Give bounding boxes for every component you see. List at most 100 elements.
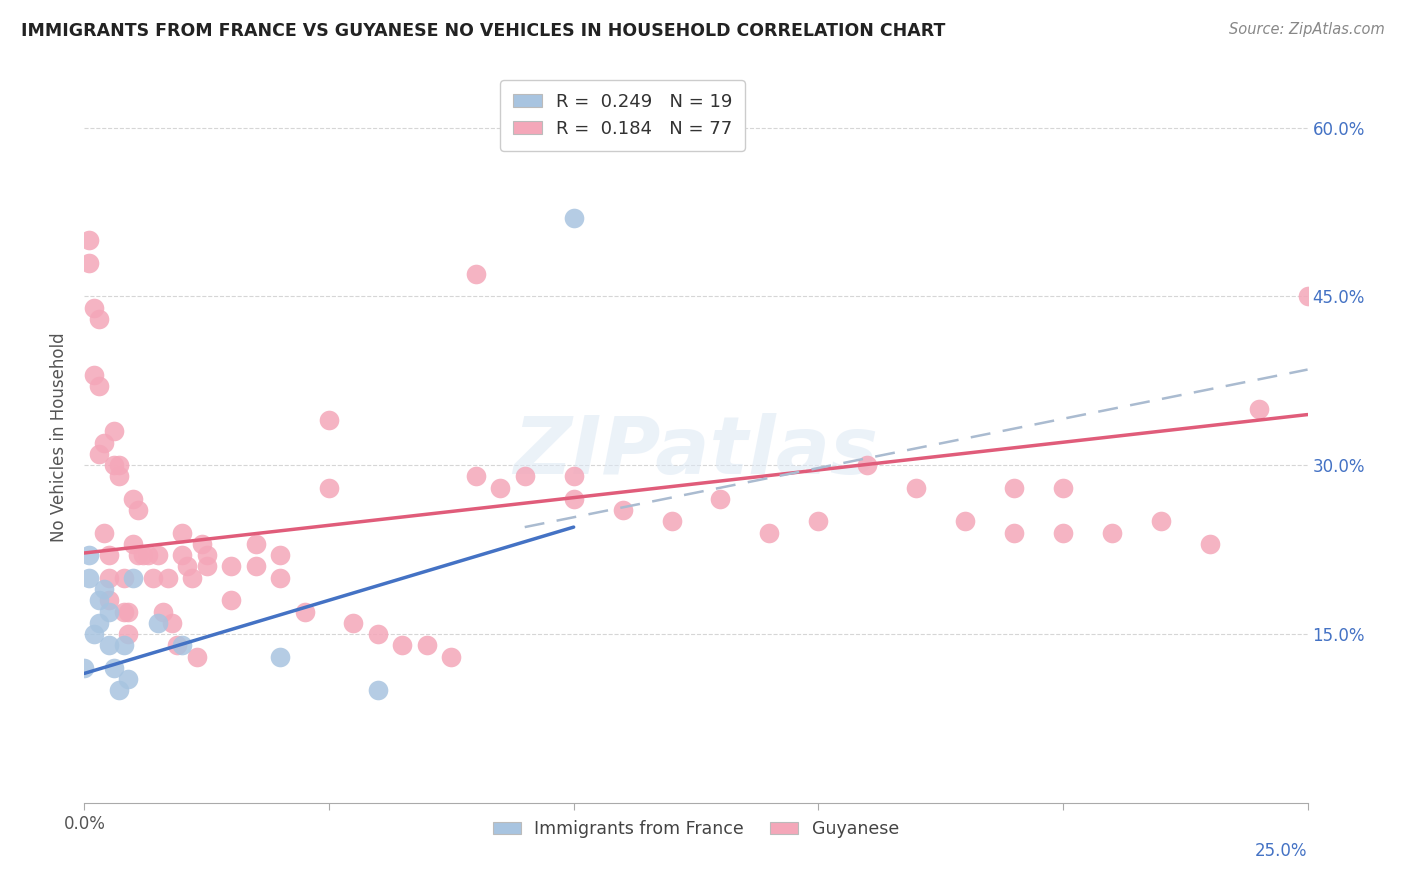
Point xyxy=(709,491,731,506)
Point xyxy=(186,649,208,664)
Point xyxy=(1150,515,1173,529)
Point xyxy=(122,571,145,585)
Point xyxy=(73,661,96,675)
Point xyxy=(1052,525,1074,540)
Point xyxy=(122,491,145,506)
Point xyxy=(166,638,188,652)
Point xyxy=(294,605,316,619)
Point xyxy=(318,413,340,427)
Point xyxy=(1101,525,1123,540)
Point xyxy=(1296,289,1319,303)
Point xyxy=(219,593,242,607)
Point xyxy=(156,571,179,585)
Point xyxy=(93,582,115,596)
Point xyxy=(318,481,340,495)
Point xyxy=(807,515,830,529)
Point xyxy=(172,548,194,562)
Point xyxy=(440,649,463,664)
Point xyxy=(391,638,413,652)
Point xyxy=(103,425,125,439)
Point xyxy=(146,615,169,630)
Point xyxy=(97,571,120,585)
Point xyxy=(77,233,100,247)
Text: Source: ZipAtlas.com: Source: ZipAtlas.com xyxy=(1229,22,1385,37)
Point xyxy=(103,458,125,473)
Point xyxy=(367,683,389,698)
Point xyxy=(107,458,129,473)
Point xyxy=(117,605,139,619)
Point xyxy=(245,559,267,574)
Point xyxy=(117,627,139,641)
Point xyxy=(245,537,267,551)
Point xyxy=(152,605,174,619)
Point xyxy=(87,593,110,607)
Point xyxy=(953,515,976,529)
Point xyxy=(83,368,105,383)
Point xyxy=(93,435,115,450)
Point xyxy=(117,672,139,686)
Point xyxy=(416,638,439,652)
Point xyxy=(513,469,536,483)
Point xyxy=(93,525,115,540)
Point xyxy=(191,537,214,551)
Text: ZIPatlas: ZIPatlas xyxy=(513,413,879,491)
Point xyxy=(172,525,194,540)
Point xyxy=(562,211,585,225)
Text: 25.0%: 25.0% xyxy=(1256,842,1308,860)
Point xyxy=(1002,481,1025,495)
Point xyxy=(181,571,204,585)
Point xyxy=(107,683,129,698)
Point xyxy=(142,571,165,585)
Point xyxy=(97,548,120,562)
Point xyxy=(87,312,110,326)
Legend: Immigrants from France, Guyanese: Immigrants from France, Guyanese xyxy=(486,814,905,846)
Point xyxy=(1002,525,1025,540)
Point xyxy=(195,548,218,562)
Point xyxy=(112,638,135,652)
Point xyxy=(77,571,100,585)
Point xyxy=(103,661,125,675)
Point xyxy=(136,548,159,562)
Point xyxy=(83,627,105,641)
Point xyxy=(107,469,129,483)
Point xyxy=(87,447,110,461)
Point xyxy=(87,615,110,630)
Point xyxy=(562,469,585,483)
Point xyxy=(219,559,242,574)
Point xyxy=(127,503,149,517)
Point xyxy=(562,491,585,506)
Point xyxy=(269,649,291,664)
Point xyxy=(112,605,135,619)
Point xyxy=(1247,401,1270,416)
Point xyxy=(77,255,100,269)
Point xyxy=(97,593,120,607)
Point xyxy=(146,548,169,562)
Point xyxy=(856,458,879,473)
Point xyxy=(162,615,184,630)
Point xyxy=(132,548,155,562)
Point xyxy=(342,615,364,630)
Point xyxy=(87,379,110,393)
Point xyxy=(464,267,486,281)
Point xyxy=(661,515,683,529)
Text: IMMIGRANTS FROM FRANCE VS GUYANESE NO VEHICLES IN HOUSEHOLD CORRELATION CHART: IMMIGRANTS FROM FRANCE VS GUYANESE NO VE… xyxy=(21,22,945,40)
Y-axis label: No Vehicles in Household: No Vehicles in Household xyxy=(51,332,69,542)
Point xyxy=(1052,481,1074,495)
Point xyxy=(172,638,194,652)
Point xyxy=(1198,537,1220,551)
Point xyxy=(489,481,512,495)
Point xyxy=(83,301,105,315)
Point xyxy=(269,571,291,585)
Point xyxy=(77,548,100,562)
Point xyxy=(97,638,120,652)
Point xyxy=(195,559,218,574)
Point xyxy=(269,548,291,562)
Point xyxy=(367,627,389,641)
Point xyxy=(127,548,149,562)
Point xyxy=(905,481,928,495)
Point xyxy=(612,503,634,517)
Point xyxy=(464,469,486,483)
Point xyxy=(176,559,198,574)
Point xyxy=(758,525,780,540)
Point xyxy=(112,571,135,585)
